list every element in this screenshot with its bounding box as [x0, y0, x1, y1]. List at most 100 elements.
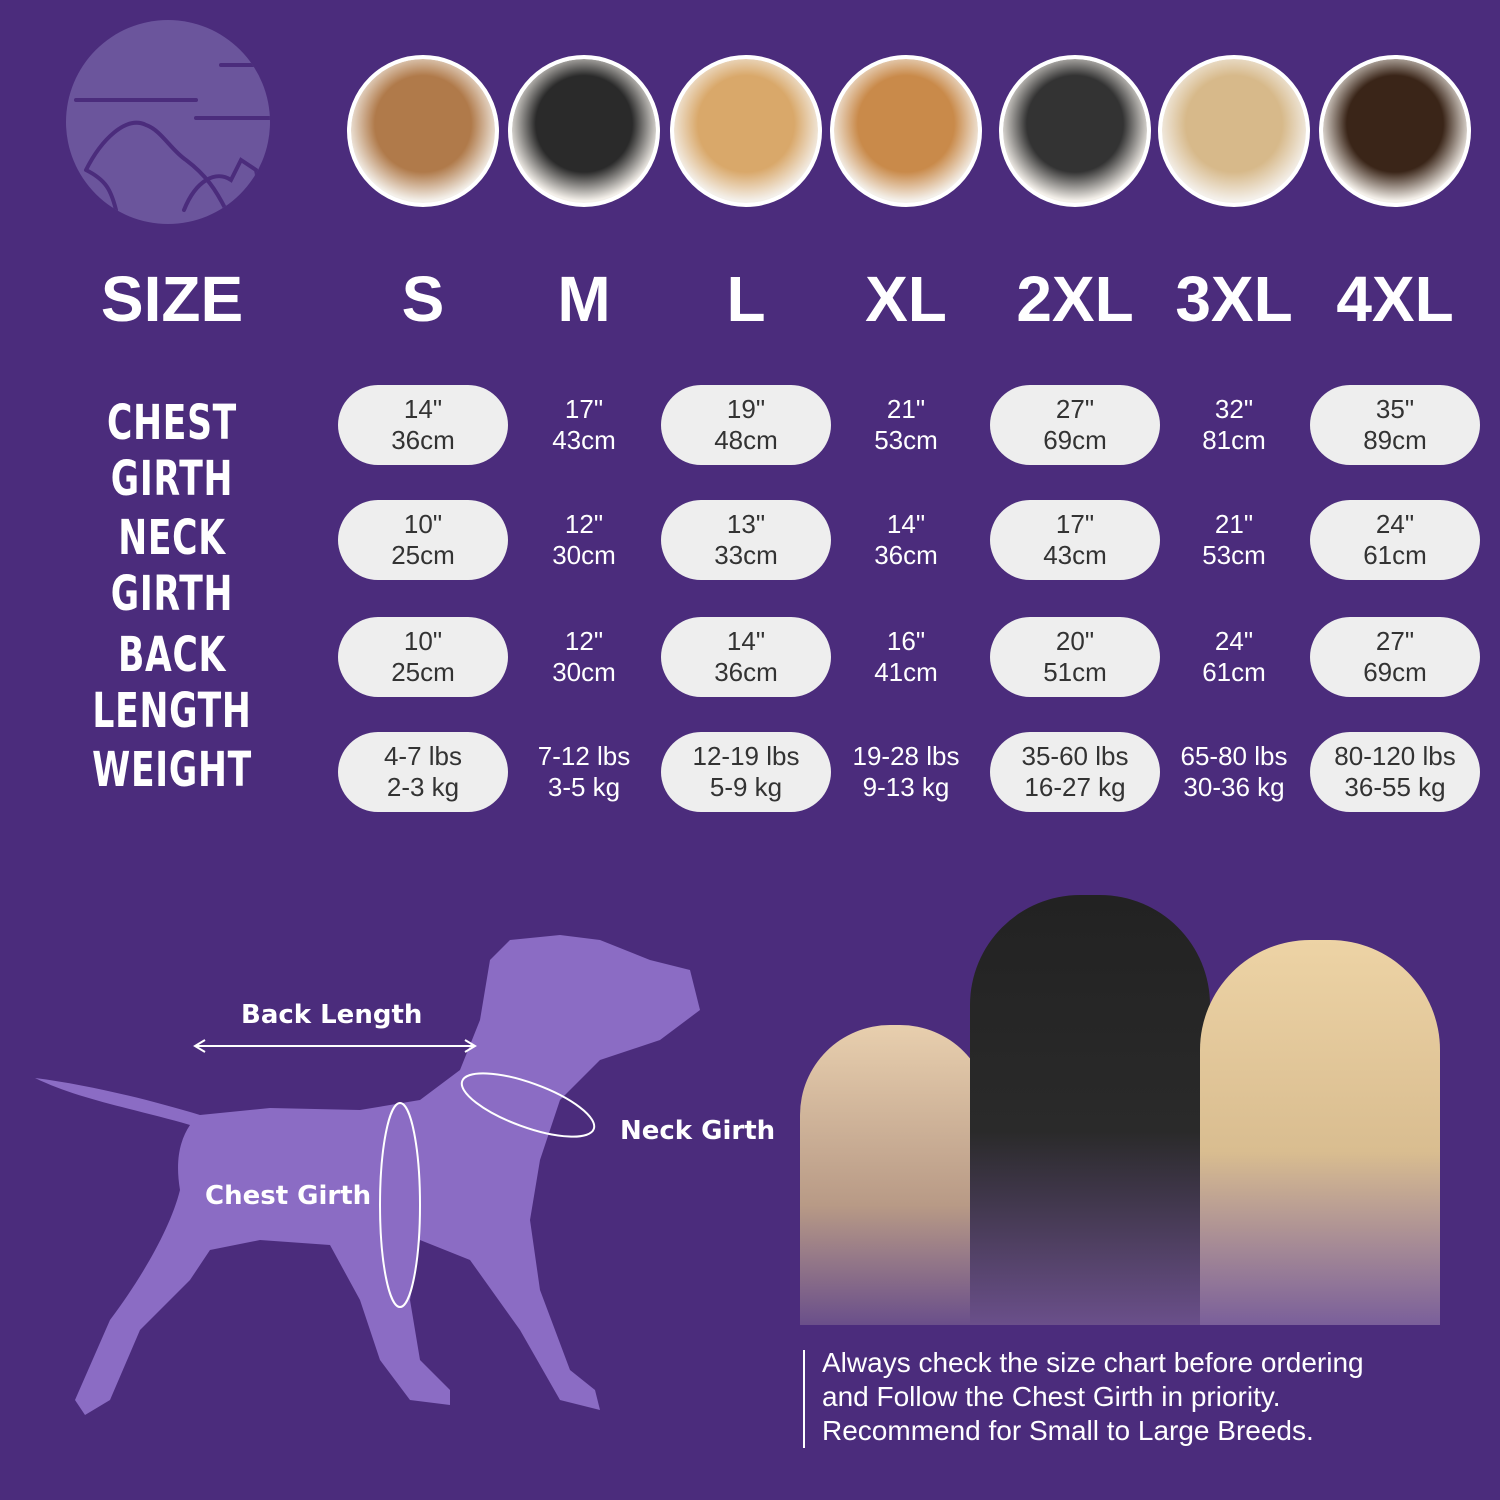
cell-line-2: 69cm	[1043, 425, 1107, 455]
cell-line-1: 19"	[726, 394, 766, 424]
cell-line-2: 53cm	[874, 425, 938, 455]
cell-line-2: 69cm	[1363, 657, 1427, 687]
photo-border-collie	[999, 55, 1151, 207]
cell-line-2: 16-27 kg	[1024, 772, 1126, 802]
cell-line-1: 4-7 lbs	[383, 741, 463, 771]
cell-line-2: 89cm	[1363, 425, 1427, 455]
photo-doberman	[1319, 55, 1471, 207]
cell-line-2: 41cm	[874, 657, 938, 687]
cell-line-1: 35-60 lbs	[1021, 741, 1129, 771]
cell-line-1: 80-120 lbs	[1334, 741, 1456, 771]
table-cell: 7-12 lbs 3-5 kg	[499, 732, 669, 812]
row-label: WEIGHT	[92, 742, 252, 798]
photo-boston-terrier	[508, 55, 660, 207]
neck-girth-label: Neck Girth	[620, 1116, 776, 1146]
cell-line-1: 13"	[726, 509, 766, 539]
cell-line-1: 14"	[403, 394, 443, 424]
size-2XL: 2XL	[1016, 263, 1134, 335]
row-label: NECK GIRTH	[110, 510, 234, 622]
chest-girth-label: Chest Girth	[205, 1181, 372, 1211]
table-cell: 4-7 lbs 2-3 kg	[338, 732, 508, 812]
size-note: Always check the size chart before order…	[822, 1346, 1364, 1448]
table-cell: 12-19 lbs 5-9 kg	[661, 732, 831, 812]
note-line: and Follow the Chest Girth in priority.	[822, 1381, 1281, 1412]
table-cell: 14" 36cm	[338, 385, 508, 465]
table-cell: 80-120 lbs 36-55 kg	[1310, 732, 1480, 812]
table-cell: 32" 81cm	[1149, 385, 1319, 465]
note-line: Recommend for Small to Large Breeds.	[822, 1415, 1314, 1446]
cell-line-2: 43cm	[552, 425, 616, 455]
photo-beagle	[830, 55, 982, 207]
table-cell: 14" 36cm	[821, 500, 991, 580]
cell-line-1: 16"	[886, 626, 926, 656]
cell-line-2: 53cm	[1202, 540, 1266, 570]
size-3XL: 3XL	[1175, 263, 1293, 335]
table-cell: 12" 30cm	[499, 617, 669, 697]
table-cell: 24" 61cm	[1310, 500, 1480, 580]
cell-line-1: 20"	[1055, 626, 1095, 656]
cell-line-2: 36cm	[391, 425, 455, 455]
cell-line-2: 61cm	[1202, 657, 1266, 687]
cell-line-1: 24"	[1375, 509, 1415, 539]
cell-line-1: 17"	[564, 394, 604, 424]
table-cell: 27" 69cm	[1310, 617, 1480, 697]
table-cell: 19-28 lbs 9-13 kg	[821, 732, 991, 812]
table-cell: 14" 36cm	[661, 617, 831, 697]
table-cell: 35-60 lbs 16-27 kg	[990, 732, 1160, 812]
three-dogs-photo	[770, 885, 1450, 1325]
size-4XL: 4XL	[1336, 263, 1454, 335]
cell-line-2: 25cm	[391, 657, 455, 687]
note-line: Always check the size chart before order…	[822, 1347, 1364, 1378]
cell-line-2: 36cm	[714, 657, 778, 687]
cell-line-2: 30cm	[552, 540, 616, 570]
table-cell: 20" 51cm	[990, 617, 1160, 697]
size-header-label: SIZE	[100, 263, 244, 335]
cell-line-2: 48cm	[714, 425, 778, 455]
table-cell: 13" 33cm	[661, 500, 831, 580]
table-cell: 35" 89cm	[1310, 385, 1480, 465]
table-cell: 27" 69cm	[990, 385, 1160, 465]
table-cell: 17" 43cm	[990, 500, 1160, 580]
cell-line-1: 35"	[1375, 394, 1415, 424]
cell-line-1: 27"	[1375, 626, 1415, 656]
table-cell: 19" 48cm	[661, 385, 831, 465]
cell-line-1: 24"	[1214, 626, 1254, 656]
size-M: M	[557, 263, 611, 335]
table-cell: 65-80 lbs 30-36 kg	[1149, 732, 1319, 812]
photo-labrador	[1158, 55, 1310, 207]
size-XL: XL	[865, 263, 947, 335]
chest-girth-line	[379, 1102, 421, 1308]
cell-line-2: 36cm	[874, 540, 938, 570]
cell-line-2: 36-55 kg	[1344, 772, 1446, 802]
cell-line-2: 3-5 kg	[547, 772, 621, 802]
cell-line-2: 43cm	[1043, 540, 1107, 570]
cell-line-1: 21"	[1214, 509, 1254, 539]
dog-measurement-diagram	[35, 935, 700, 1415]
table-cell: 24" 61cm	[1149, 617, 1319, 697]
cell-line-1: 21"	[886, 394, 926, 424]
cell-line-1: 14"	[886, 509, 926, 539]
cell-line-2: 5-9 kg	[709, 772, 783, 802]
cell-line-2: 61cm	[1363, 540, 1427, 570]
cell-line-2: 30cm	[552, 657, 616, 687]
back-length-label: Back Length	[241, 1000, 423, 1030]
cell-line-1: 14"	[726, 626, 766, 656]
table-cell: 16" 41cm	[821, 617, 991, 697]
cell-line-2: 9-13 kg	[862, 772, 950, 802]
dog-silhouette	[35, 935, 700, 1415]
neck-girth-line	[460, 1072, 596, 1138]
row-label: CHEST GIRTH	[107, 395, 237, 507]
table-cell: 17" 43cm	[499, 385, 669, 465]
cell-line-1: 12"	[564, 626, 604, 656]
cell-line-1: 32"	[1214, 394, 1254, 424]
cell-line-2: 2-3 kg	[386, 772, 460, 802]
dog-cat-icon	[74, 63, 270, 212]
cell-line-1: 27"	[1055, 394, 1095, 424]
cell-line-1: 12-19 lbs	[692, 741, 800, 771]
table-cell: 10" 25cm	[338, 500, 508, 580]
photo-shih-tzu	[347, 55, 499, 207]
cell-line-1: 17"	[1055, 509, 1095, 539]
pet-logo	[66, 20, 270, 224]
note-divider	[803, 1350, 805, 1448]
table-cell: 10" 25cm	[338, 617, 508, 697]
